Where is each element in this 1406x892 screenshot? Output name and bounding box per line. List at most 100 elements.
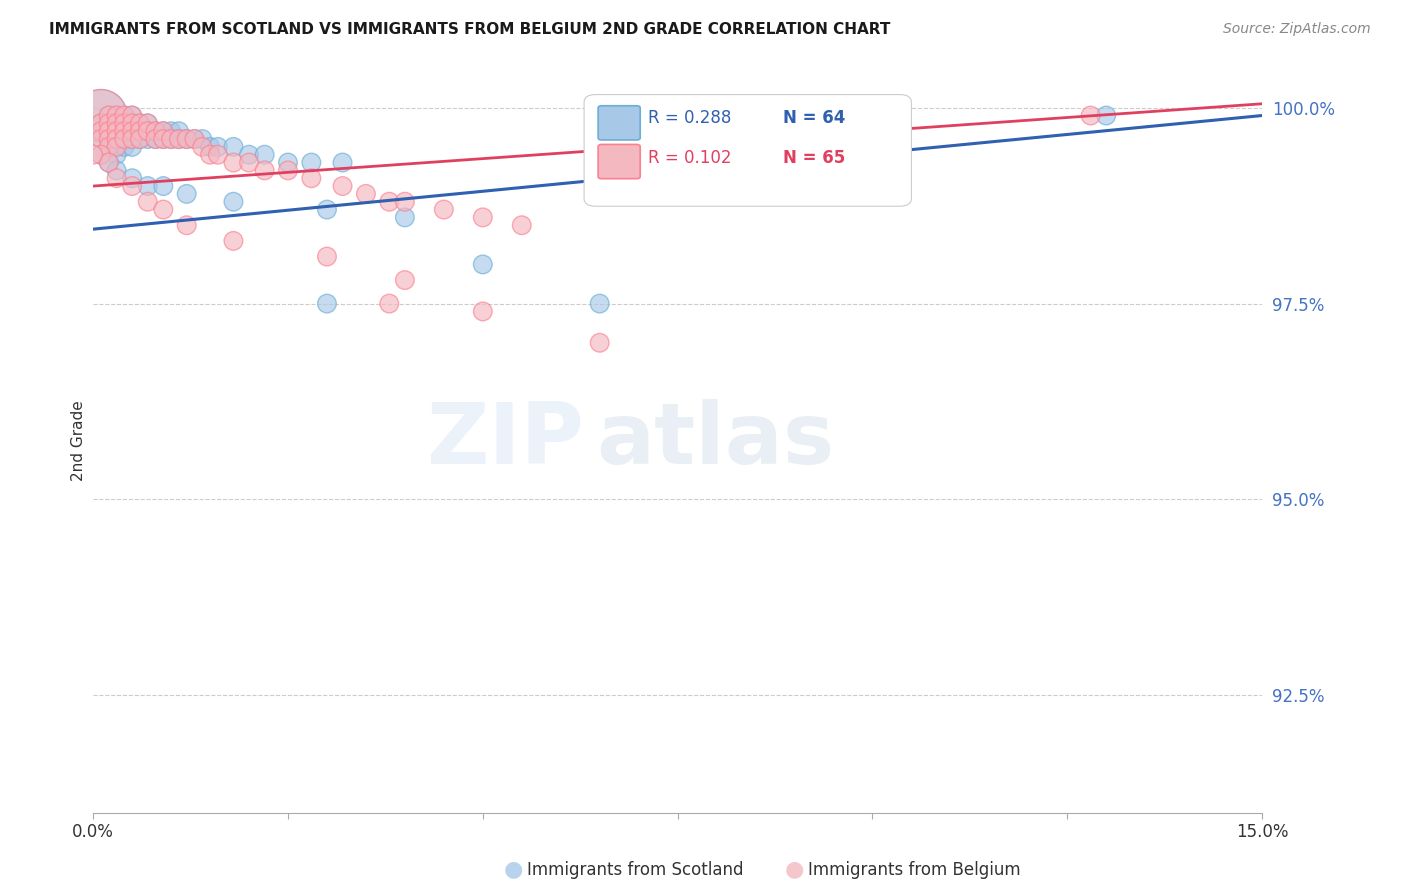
Point xyxy=(222,155,245,169)
Point xyxy=(176,219,198,233)
Point xyxy=(90,116,112,130)
Point xyxy=(105,163,128,178)
Point xyxy=(160,124,183,138)
Point xyxy=(152,202,174,217)
Point xyxy=(136,124,159,138)
Point xyxy=(105,109,128,123)
Point xyxy=(160,132,183,146)
Point xyxy=(253,147,276,161)
Point xyxy=(97,109,120,123)
Point xyxy=(589,335,612,350)
Point xyxy=(97,140,120,154)
Point xyxy=(136,124,159,138)
Point xyxy=(207,140,229,154)
Point xyxy=(277,163,299,178)
Point xyxy=(97,124,120,138)
Point xyxy=(112,132,135,146)
Point xyxy=(90,124,112,138)
Point xyxy=(316,202,339,217)
Point xyxy=(167,132,190,146)
Point xyxy=(82,147,104,161)
Point xyxy=(121,109,143,123)
Point xyxy=(433,202,456,217)
Point xyxy=(121,116,143,130)
Text: ●: ● xyxy=(503,860,523,880)
Point xyxy=(471,257,494,271)
Point xyxy=(90,147,112,161)
Text: R = 0.102: R = 0.102 xyxy=(648,149,733,167)
Point xyxy=(354,186,377,201)
Point xyxy=(394,273,416,287)
Point xyxy=(121,124,143,138)
FancyBboxPatch shape xyxy=(598,106,640,140)
Point xyxy=(332,155,354,169)
Point xyxy=(105,140,128,154)
Point xyxy=(105,109,128,123)
Point xyxy=(129,124,152,138)
Point xyxy=(167,124,190,138)
Y-axis label: 2nd Grade: 2nd Grade xyxy=(72,401,86,481)
Point xyxy=(112,109,135,123)
Point xyxy=(176,132,198,146)
Point xyxy=(152,124,174,138)
Point xyxy=(121,171,143,186)
Point xyxy=(105,132,128,146)
Point xyxy=(378,194,401,209)
Point xyxy=(129,132,152,146)
Point xyxy=(152,124,174,138)
Point xyxy=(105,171,128,186)
Text: N = 65: N = 65 xyxy=(783,149,845,167)
Point xyxy=(1095,109,1118,123)
Point xyxy=(121,140,143,154)
Point xyxy=(129,132,152,146)
Point xyxy=(589,296,612,310)
Point xyxy=(129,124,152,138)
Point xyxy=(191,132,214,146)
Point xyxy=(222,194,245,209)
Point xyxy=(136,194,159,209)
Point xyxy=(152,179,174,194)
Point xyxy=(97,155,120,169)
Point xyxy=(97,109,120,123)
Point xyxy=(105,124,128,138)
Point xyxy=(316,250,339,264)
Point xyxy=(1080,109,1102,123)
Point xyxy=(97,140,120,154)
Text: Source: ZipAtlas.com: Source: ZipAtlas.com xyxy=(1223,22,1371,37)
Point xyxy=(112,124,135,138)
Point xyxy=(176,186,198,201)
Point xyxy=(112,140,135,154)
Point xyxy=(176,132,198,146)
Point xyxy=(105,116,128,130)
Point xyxy=(121,116,143,130)
Point xyxy=(394,194,416,209)
Point xyxy=(136,116,159,130)
Point xyxy=(394,211,416,225)
Point xyxy=(167,132,190,146)
Point xyxy=(183,132,205,146)
Point xyxy=(207,147,229,161)
Point xyxy=(136,132,159,146)
Point xyxy=(90,124,112,138)
Point xyxy=(222,234,245,248)
Point xyxy=(152,132,174,146)
Text: ●: ● xyxy=(785,860,804,880)
Text: IMMIGRANTS FROM SCOTLAND VS IMMIGRANTS FROM BELGIUM 2ND GRADE CORRELATION CHART: IMMIGRANTS FROM SCOTLAND VS IMMIGRANTS F… xyxy=(49,22,890,37)
Point xyxy=(105,116,128,130)
FancyBboxPatch shape xyxy=(598,145,640,178)
Point xyxy=(198,140,221,154)
Point xyxy=(277,155,299,169)
Point xyxy=(145,124,167,138)
Point xyxy=(129,116,152,130)
Point xyxy=(105,132,128,146)
Point xyxy=(97,116,120,130)
Point xyxy=(97,116,120,130)
Point xyxy=(97,132,120,146)
Point xyxy=(112,132,135,146)
Point xyxy=(510,219,533,233)
Point xyxy=(299,171,322,186)
Point xyxy=(90,109,112,123)
Point xyxy=(145,124,167,138)
Point xyxy=(121,132,143,146)
Point xyxy=(191,140,214,154)
